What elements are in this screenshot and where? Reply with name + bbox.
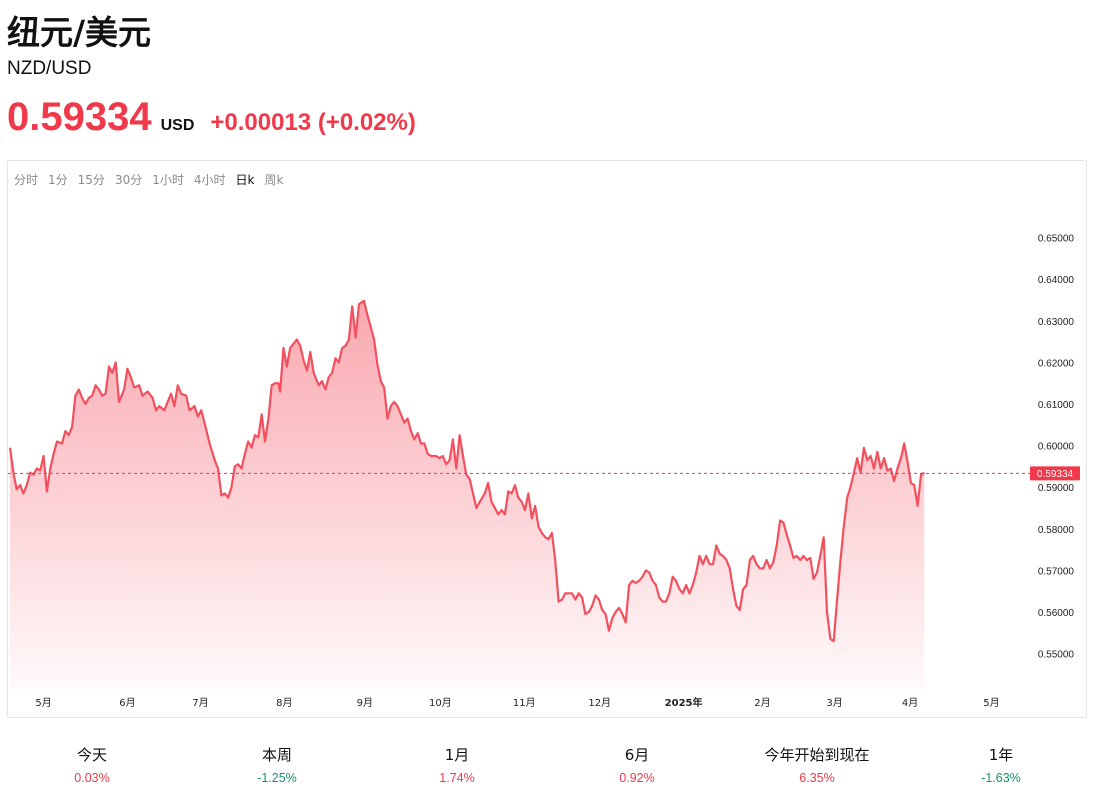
price-chart[interactable]: 0.55000 0.56000 0.57000 0.58000 0.59000 0.600… <box>8 161 1087 718</box>
timeframe-tab[interactable]: 4小时 <box>193 173 226 187</box>
page-title: 纽元/美元 <box>7 13 152 52</box>
x-tick-label: 3月 <box>826 697 842 709</box>
chart-card: 0.55000 0.56000 0.57000 0.58000 0.59000 0.600… <box>7 160 1087 718</box>
period-item: 1年 -1.63% <box>911 745 1091 785</box>
x-tick-label: 6月 <box>119 697 135 709</box>
y-tick-label: 0.62000 <box>1038 358 1075 369</box>
period-change-value: 0.03% <box>74 771 110 785</box>
y-tick-label: 0.56000 <box>1038 608 1075 619</box>
symbol-label: NZD/USD <box>7 58 92 79</box>
timeframe-tab[interactable]: 周k <box>264 173 284 187</box>
x-tick-label: 5月 <box>983 697 999 709</box>
y-tick-label: 0.60000 <box>1038 442 1075 453</box>
x-tick-label: 11月 <box>513 697 536 709</box>
period-label: 1年 <box>988 746 1014 764</box>
current-price-tag <box>1030 466 1080 481</box>
x-tick-label: 5月 <box>35 697 51 709</box>
y-tick-label: 0.58000 <box>1038 525 1075 536</box>
current-price-tag-label: 0.59334 <box>1037 469 1074 480</box>
period-label: 6月 <box>624 746 650 764</box>
period-change-value: 0.92% <box>619 771 655 785</box>
timeframe-tab[interactable]: 30分 <box>114 173 143 187</box>
price-area-fill <box>10 300 925 689</box>
y-tick-label: 0.59000 <box>1038 483 1075 494</box>
x-tick-label: 4月 <box>902 697 918 709</box>
current-price: 0.59334 <box>7 95 152 139</box>
y-tick-label: 0.63000 <box>1038 317 1075 328</box>
timeframe-tab[interactable]: 1小时 <box>152 173 184 187</box>
y-tick-label: 0.55000 <box>1038 650 1075 661</box>
y-tick-label: 0.64000 <box>1038 275 1075 286</box>
x-tick-label: 2月 <box>754 697 770 709</box>
timeframe-tab[interactable]: 1分 <box>48 173 68 187</box>
price-line <box>8 299 925 643</box>
x-tick-label: 12月 <box>588 697 611 709</box>
timeframe-tabs: 分时 1分 15分 30分 1小时 4小时 日k 周k <box>14 173 293 187</box>
period-performance: 今天 0.03% 本周 -1.25% 1月 1.74% 6月 0.92% 今年开始到现在 6.35… <box>0 745 1095 799</box>
period-item: 今年开始到现在 6.35% <box>727 745 907 785</box>
x-tick-label: 10月 <box>429 697 452 709</box>
timeframe-tab[interactable]: 15分 <box>77 173 105 187</box>
x-tick-label: 2025年 <box>665 696 703 709</box>
price-row: 0.59334 USD +0.00013 (+0.02%) <box>7 95 416 140</box>
timeframe-tab[interactable]: 日k <box>235 173 255 187</box>
x-tick-label: 8月 <box>276 697 292 709</box>
period-item: 1月 1.74% <box>367 745 547 785</box>
period-change-value: -1.63% <box>981 771 1021 785</box>
period-change-value: -1.25% <box>257 771 297 785</box>
y-tick-label: 0.61000 <box>1038 400 1075 411</box>
period-label: 1月 <box>444 746 470 764</box>
period-item: 6月 0.92% <box>547 745 727 785</box>
period-change-value: 1.74% <box>439 771 475 785</box>
period-label: 本周 <box>261 746 292 764</box>
y-tick-label: 0.57000 <box>1038 566 1075 577</box>
period-item: 今天 0.03% <box>2 745 182 785</box>
period-change-value: 6.35% <box>799 771 835 785</box>
period-label: 今天 <box>76 746 107 764</box>
period-label: 今年开始到现在 <box>764 746 870 764</box>
price-currency: USD <box>160 117 195 134</box>
timeframe-tab[interactable]: 分时 <box>14 173 39 187</box>
y-tick-label: 0.65000 <box>1038 234 1075 245</box>
period-item: 本周 -1.25% <box>187 745 367 785</box>
x-tick-label: 7月 <box>192 697 208 709</box>
price-change: +0.00013 (+0.02%) <box>210 109 416 136</box>
x-tick-label: 9月 <box>357 697 373 709</box>
